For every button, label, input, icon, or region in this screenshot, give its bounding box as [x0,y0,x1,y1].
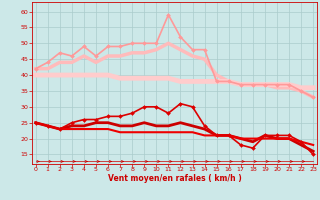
X-axis label: Vent moyen/en rafales ( km/h ): Vent moyen/en rafales ( km/h ) [108,174,241,183]
